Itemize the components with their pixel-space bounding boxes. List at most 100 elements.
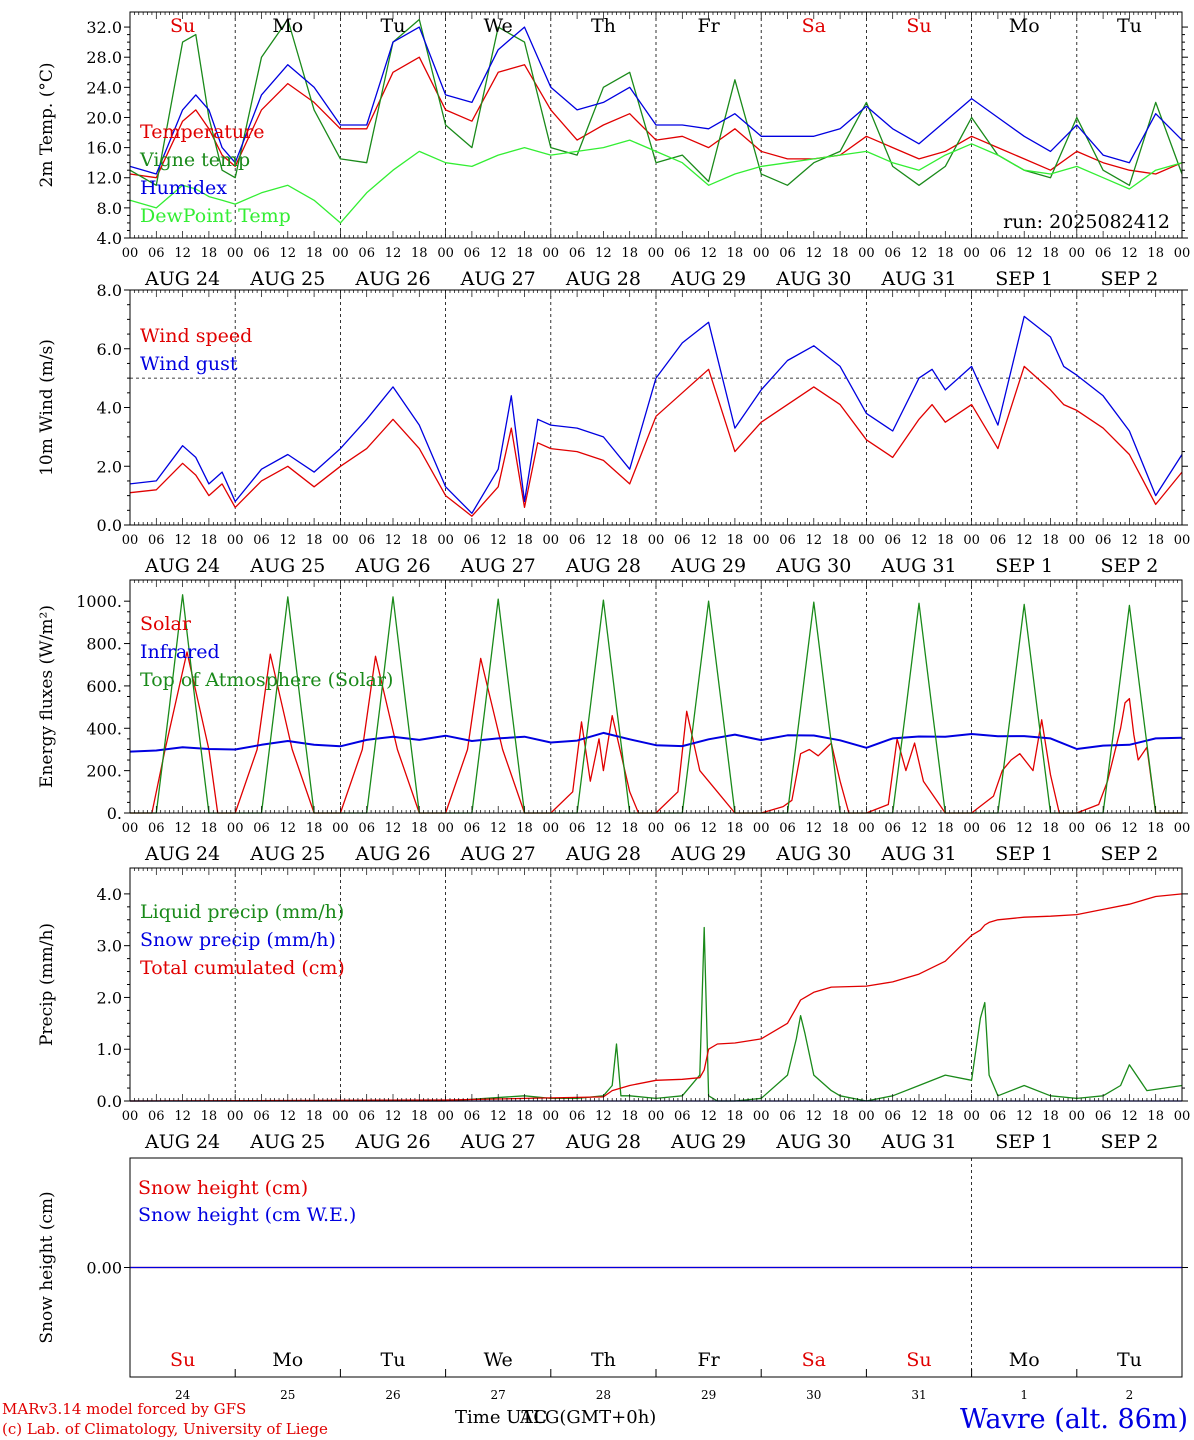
weekday-label: Mo <box>272 1349 303 1371</box>
legend-entry: Humidex <box>140 177 227 199</box>
hour-label: 18 <box>1042 821 1059 836</box>
y-tick-label: 4.0 <box>97 399 122 418</box>
hour-label: 18 <box>516 533 533 548</box>
date-label: AUG 31 <box>880 843 956 865</box>
hour-label: 12 <box>806 1109 823 1124</box>
hour-label: 06 <box>464 821 481 836</box>
weekday-label: Tu <box>381 15 406 37</box>
hour-label: 00 <box>543 533 560 548</box>
hour-label: 00 <box>1069 533 1086 548</box>
day-number-label: 29 <box>701 1388 716 1402</box>
date-label: AUG 24 <box>144 268 220 290</box>
hour-label: 06 <box>464 246 481 261</box>
y-tick-label: 12.0 <box>86 169 122 188</box>
hour-label: 06 <box>253 821 270 836</box>
hour-label: 00 <box>437 821 454 836</box>
hour-label: 18 <box>727 821 744 836</box>
hour-label: 00 <box>858 246 875 261</box>
day-number-label: 1 <box>1020 1388 1028 1402</box>
hour-label: 00 <box>122 246 139 261</box>
series-temperature-2 <box>129 26 1183 175</box>
hour-label: 18 <box>727 533 744 548</box>
hour-label: 18 <box>306 246 323 261</box>
weekday-label: We <box>484 15 513 37</box>
model-credit: MARv3.14 model forced by GFS <box>2 1400 246 1418</box>
weekday-label: Fr <box>697 15 720 37</box>
series-wind-1 <box>129 315 1183 514</box>
hour-label: 12 <box>1016 821 1033 836</box>
hour-label: 18 <box>201 246 218 261</box>
day-number-label: 30 <box>806 1388 821 1402</box>
hour-label: 00 <box>227 821 244 836</box>
hour-label: 12 <box>385 246 402 261</box>
hour-label: 00 <box>437 1109 454 1124</box>
hour-label: 00 <box>1174 821 1191 836</box>
hour-label: 12 <box>1016 533 1033 548</box>
date-label: AUG 27 <box>460 843 536 865</box>
series-precip-0 <box>130 926 1183 1102</box>
hour-label: 12 <box>595 246 612 261</box>
hour-label: 06 <box>1095 533 1112 548</box>
hour-label: 12 <box>490 246 507 261</box>
hour-label: 12 <box>911 821 928 836</box>
hour-label: 06 <box>674 821 691 836</box>
date-label: AUG 26 <box>354 555 430 577</box>
date-label: AUG 25 <box>249 843 325 865</box>
hour-label: 18 <box>621 821 638 836</box>
time-axis-label-local: ALG(GMT+0h) <box>519 1407 656 1428</box>
hour-label: 06 <box>253 246 270 261</box>
date-label: AUG 24 <box>144 843 220 865</box>
legend-entry: Snow precip (mm/h) <box>140 929 336 951</box>
date-label: AUG 26 <box>354 843 430 865</box>
legend-entry: Snow height (cm) <box>138 1177 308 1199</box>
hour-label: 00 <box>1069 821 1086 836</box>
hour-label: 06 <box>1095 1109 1112 1124</box>
weekday-label: Su <box>170 15 195 37</box>
weekday-label: Tu <box>381 1349 406 1371</box>
y-tick-label: 20.0 <box>86 108 122 127</box>
y-tick-label: 400. <box>86 719 122 738</box>
date-label: AUG 24 <box>144 1131 220 1153</box>
hour-label: 06 <box>779 1109 796 1124</box>
legend-entry: Snow height (cm W.E.) <box>138 1204 356 1226</box>
hour-label: 12 <box>385 533 402 548</box>
legend-entry: DewPoint Temp <box>140 205 291 227</box>
hour-label: 00 <box>227 1109 244 1124</box>
hour-label: 12 <box>595 533 612 548</box>
y-tick-label: 0.0 <box>97 1092 122 1111</box>
date-label: AUG 31 <box>880 1131 956 1153</box>
hour-label: 00 <box>753 533 770 548</box>
date-label: AUG 29 <box>670 1131 746 1153</box>
hour-label: 00 <box>753 821 770 836</box>
hour-label: 00 <box>963 821 980 836</box>
hour-label: 06 <box>674 1109 691 1124</box>
hour-label: 00 <box>858 1109 875 1124</box>
y-axis-title-snow: Snow height (cm) <box>37 1191 57 1343</box>
hour-label: 12 <box>700 246 717 261</box>
weekday-label: Sa <box>802 1349 826 1371</box>
hour-label: 00 <box>1174 1109 1191 1124</box>
hour-label: 06 <box>884 1109 901 1124</box>
hour-label: 00 <box>858 821 875 836</box>
hour-label: 00 <box>227 533 244 548</box>
hour-label: 00 <box>543 246 560 261</box>
hour-label: 18 <box>411 533 428 548</box>
date-label: AUG 30 <box>775 555 851 577</box>
legend-entry: Vigne temp <box>139 149 250 171</box>
hour-label: 06 <box>779 246 796 261</box>
y-axis-title-energy: Energy fluxes (W/m²) <box>37 605 57 788</box>
hour-label: 18 <box>727 1109 744 1124</box>
hour-label: 12 <box>385 1109 402 1124</box>
weekday-label: Tu <box>1117 15 1142 37</box>
hour-label: 00 <box>122 533 139 548</box>
hour-label: 18 <box>201 821 218 836</box>
date-label: AUG 30 <box>775 843 851 865</box>
hour-label: 18 <box>937 1109 954 1124</box>
hour-label: 06 <box>779 821 796 836</box>
y-tick-label: 1000. <box>76 592 122 611</box>
weekday-label: Th <box>591 1349 616 1371</box>
hour-label: 00 <box>753 1109 770 1124</box>
weekday-label: Su <box>170 1349 195 1371</box>
y-tick-label: 3.0 <box>97 937 122 956</box>
